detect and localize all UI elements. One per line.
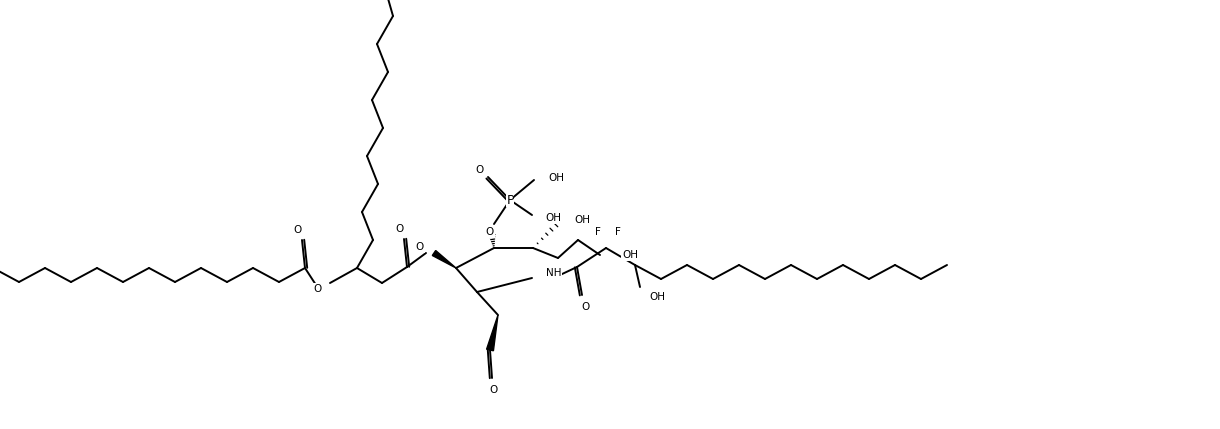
Text: O: O xyxy=(294,225,303,235)
Text: F: F xyxy=(615,227,621,237)
Polygon shape xyxy=(487,315,498,351)
Polygon shape xyxy=(432,251,456,268)
Text: O: O xyxy=(416,242,425,252)
Text: O: O xyxy=(490,385,498,395)
Text: NH: NH xyxy=(547,268,561,278)
Text: F: F xyxy=(595,227,601,237)
Text: OH: OH xyxy=(573,215,590,225)
Text: OH: OH xyxy=(548,173,564,183)
Text: OH: OH xyxy=(545,213,561,223)
Text: O: O xyxy=(581,302,589,312)
Text: OH: OH xyxy=(649,292,665,302)
Text: O: O xyxy=(476,165,484,175)
Text: O: O xyxy=(395,224,404,234)
Text: O: O xyxy=(486,227,494,237)
Text: OH: OH xyxy=(622,250,638,260)
Text: P: P xyxy=(506,193,514,206)
Text: O: O xyxy=(314,284,322,294)
